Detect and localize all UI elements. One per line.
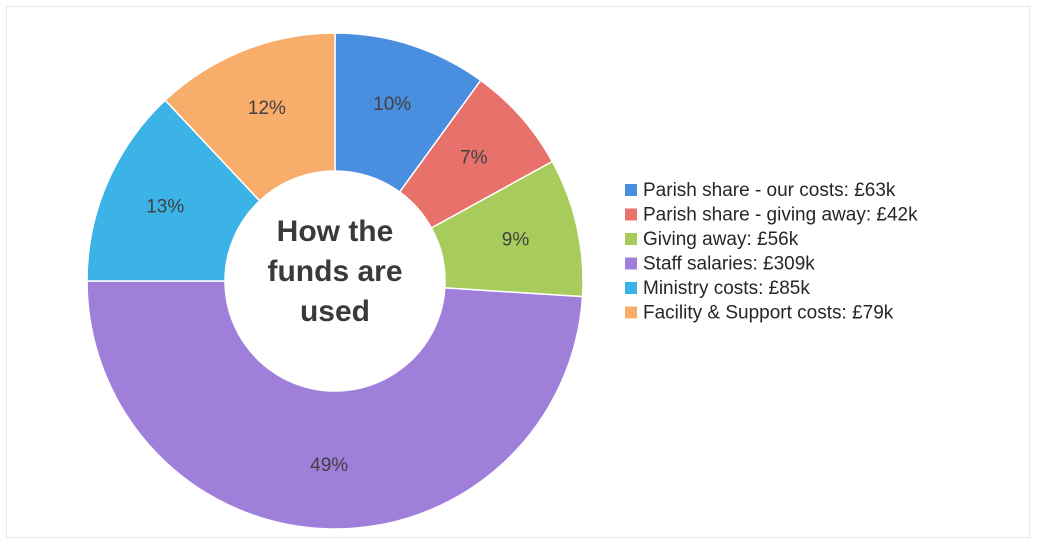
legend-swatch: [625, 257, 637, 270]
legend-swatch: [625, 184, 637, 196]
data-label: 9%: [502, 230, 530, 251]
slice: [164, 32, 336, 202]
data-label: 13%: [146, 197, 184, 218]
legend-swatch: [625, 306, 637, 319]
legend-label: Parish share - our costs: £63k: [643, 180, 896, 201]
legend-label: Staff salaries: £309k: [643, 254, 815, 275]
legend-label: Facility & Support costs: £79k: [643, 303, 894, 324]
chart-frame: [6, 6, 1030, 538]
legend-swatch: [625, 282, 637, 294]
data-label: 10%: [373, 94, 411, 115]
legend-label: Parish share - giving away: £42k: [643, 205, 918, 226]
chart-title: How the funds are used: [267, 215, 403, 328]
data-label: 7%: [460, 148, 488, 169]
slice: [86, 99, 261, 282]
slice: [86, 280, 584, 530]
legend-swatch: [625, 208, 637, 221]
data-label: 49%: [310, 455, 348, 476]
legend-label: Ministry costs: £85k: [643, 278, 810, 299]
data-label: 12%: [248, 98, 286, 119]
legend-label: Giving away: £56k: [643, 229, 799, 250]
legend-swatch: [625, 233, 637, 245]
